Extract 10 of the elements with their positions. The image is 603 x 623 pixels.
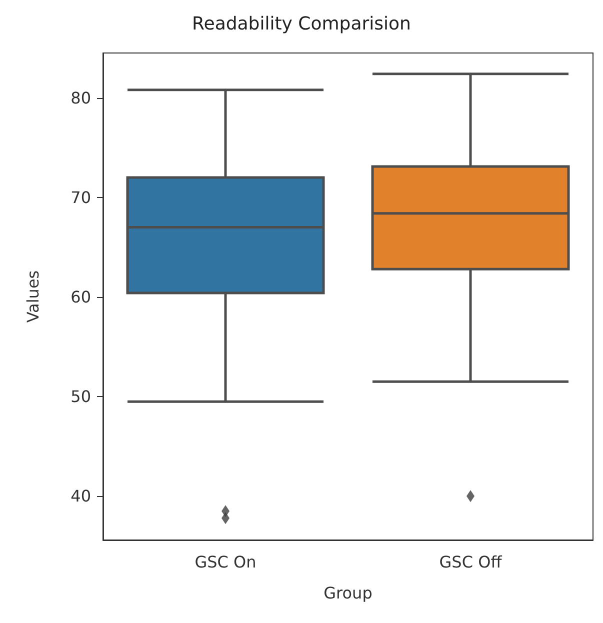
x-tick-label: GSC On — [194, 552, 256, 572]
x-tick-label: GSC Off — [439, 552, 503, 572]
y-axis-title: Values — [24, 270, 42, 323]
y-tick-label: 40 — [70, 486, 91, 506]
y-tick-label: 70 — [70, 188, 91, 207]
y-tick-label: 60 — [70, 288, 91, 306]
y-tick-label: 50 — [70, 387, 91, 406]
x-axis-title: Group — [324, 584, 372, 602]
chart-title: Readability Comparision — [192, 14, 411, 34]
y-tick-label: 80 — [70, 88, 91, 108]
